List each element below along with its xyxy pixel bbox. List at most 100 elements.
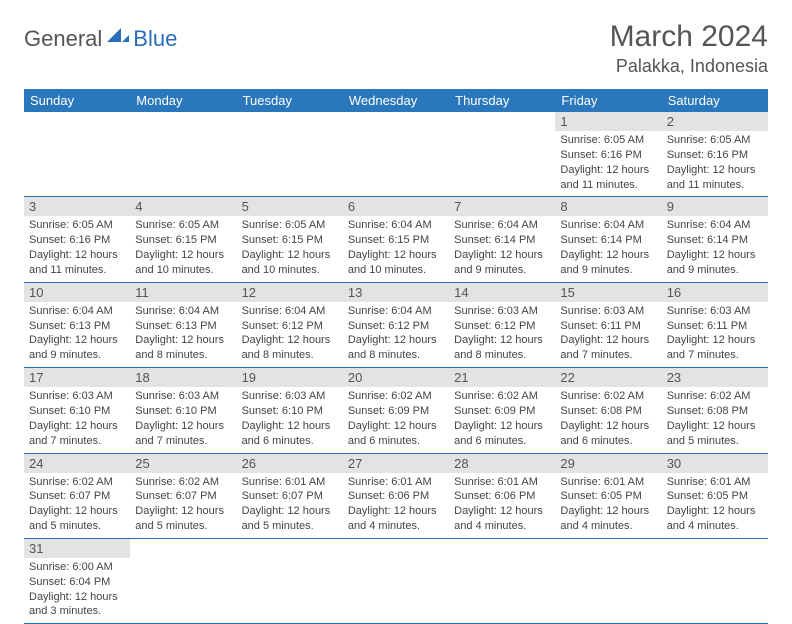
empty-cell	[662, 538, 768, 623]
day-number: 8	[555, 197, 661, 216]
day-cell-8: 8Sunrise: 6:04 AMSunset: 6:14 PMDaylight…	[555, 197, 661, 282]
day-number: 29	[555, 454, 661, 473]
day-number: 24	[24, 454, 130, 473]
empty-cell	[449, 112, 555, 197]
header: General Blue March 2024 Palakka, Indones…	[24, 20, 768, 77]
day-info: Sunrise: 6:03 AMSunset: 6:11 PMDaylight:…	[662, 302, 768, 367]
day-number: 20	[343, 368, 449, 387]
day-info: Sunrise: 6:04 AMSunset: 6:12 PMDaylight:…	[237, 302, 343, 367]
day-number: 13	[343, 283, 449, 302]
empty-cell	[555, 538, 661, 623]
weekday-tuesday: Tuesday	[237, 89, 343, 112]
day-cell-21: 21Sunrise: 6:02 AMSunset: 6:09 PMDayligh…	[449, 368, 555, 453]
day-number: 14	[449, 283, 555, 302]
weekday-header-row: SundayMondayTuesdayWednesdayThursdayFrid…	[24, 89, 768, 112]
day-number: 28	[449, 454, 555, 473]
day-cell-20: 20Sunrise: 6:02 AMSunset: 6:09 PMDayligh…	[343, 368, 449, 453]
day-info: Sunrise: 6:04 AMSunset: 6:14 PMDaylight:…	[662, 216, 768, 281]
day-number: 7	[449, 197, 555, 216]
day-number: 11	[130, 283, 236, 302]
day-cell-11: 11Sunrise: 6:04 AMSunset: 6:13 PMDayligh…	[130, 282, 236, 367]
day-number: 17	[24, 368, 130, 387]
day-info: Sunrise: 6:04 AMSunset: 6:15 PMDaylight:…	[343, 216, 449, 281]
calendar-body: 1Sunrise: 6:05 AMSunset: 6:16 PMDaylight…	[24, 112, 768, 624]
calendar-row: 3Sunrise: 6:05 AMSunset: 6:16 PMDaylight…	[24, 197, 768, 282]
day-info: Sunrise: 6:02 AMSunset: 6:08 PMDaylight:…	[555, 387, 661, 452]
day-info: Sunrise: 6:04 AMSunset: 6:12 PMDaylight:…	[343, 302, 449, 367]
empty-cell	[237, 538, 343, 623]
day-cell-28: 28Sunrise: 6:01 AMSunset: 6:06 PMDayligh…	[449, 453, 555, 538]
day-cell-1: 1Sunrise: 6:05 AMSunset: 6:16 PMDaylight…	[555, 112, 661, 197]
day-cell-27: 27Sunrise: 6:01 AMSunset: 6:06 PMDayligh…	[343, 453, 449, 538]
day-info: Sunrise: 6:05 AMSunset: 6:15 PMDaylight:…	[237, 216, 343, 281]
weekday-monday: Monday	[130, 89, 236, 112]
day-cell-3: 3Sunrise: 6:05 AMSunset: 6:16 PMDaylight…	[24, 197, 130, 282]
empty-cell	[449, 538, 555, 623]
day-info: Sunrise: 6:01 AMSunset: 6:06 PMDaylight:…	[449, 473, 555, 538]
empty-cell	[24, 112, 130, 197]
day-number: 3	[24, 197, 130, 216]
calendar-row: 10Sunrise: 6:04 AMSunset: 6:13 PMDayligh…	[24, 282, 768, 367]
day-number: 9	[662, 197, 768, 216]
day-cell-7: 7Sunrise: 6:04 AMSunset: 6:14 PMDaylight…	[449, 197, 555, 282]
day-number: 31	[24, 539, 130, 558]
location: Palakka, Indonesia	[610, 56, 768, 77]
day-info: Sunrise: 6:03 AMSunset: 6:12 PMDaylight:…	[449, 302, 555, 367]
title-block: March 2024 Palakka, Indonesia	[610, 20, 768, 77]
day-cell-4: 4Sunrise: 6:05 AMSunset: 6:15 PMDaylight…	[130, 197, 236, 282]
day-info: Sunrise: 6:04 AMSunset: 6:14 PMDaylight:…	[555, 216, 661, 281]
day-info: Sunrise: 6:02 AMSunset: 6:09 PMDaylight:…	[449, 387, 555, 452]
weekday-thursday: Thursday	[449, 89, 555, 112]
weekday-saturday: Saturday	[662, 89, 768, 112]
empty-cell	[130, 538, 236, 623]
empty-cell	[343, 538, 449, 623]
day-cell-6: 6Sunrise: 6:04 AMSunset: 6:15 PMDaylight…	[343, 197, 449, 282]
day-number: 27	[343, 454, 449, 473]
day-cell-31: 31Sunrise: 6:00 AMSunset: 6:04 PMDayligh…	[24, 538, 130, 623]
day-number: 18	[130, 368, 236, 387]
day-cell-9: 9Sunrise: 6:04 AMSunset: 6:14 PMDaylight…	[662, 197, 768, 282]
day-cell-23: 23Sunrise: 6:02 AMSunset: 6:08 PMDayligh…	[662, 368, 768, 453]
day-info: Sunrise: 6:01 AMSunset: 6:05 PMDaylight:…	[555, 473, 661, 538]
calendar-row: 17 Sunrise: 6:03 AMSunset: 6:10 PMDayligh…	[24, 368, 768, 453]
month-title: March 2024	[610, 20, 768, 54]
calendar-row: 1Sunrise: 6:05 AMSunset: 6:16 PMDaylight…	[24, 112, 768, 197]
calendar-row: 31Sunrise: 6:00 AMSunset: 6:04 PMDayligh…	[24, 538, 768, 623]
day-number: 4	[130, 197, 236, 216]
day-cell-15: 15Sunrise: 6:03 AMSunset: 6:11 PMDayligh…	[555, 282, 661, 367]
day-number: 15	[555, 283, 661, 302]
logo: General Blue	[24, 26, 177, 52]
day-info: Sunrise: 6:05 AMSunset: 6:16 PMDaylight:…	[24, 216, 130, 281]
day-cell-29: 29Sunrise: 6:01 AMSunset: 6:05 PMDayligh…	[555, 453, 661, 538]
day-info: Sunrise: 6:00 AMSunset: 6:04 PMDaylight:…	[24, 558, 130, 623]
weekday-wednesday: Wednesday	[343, 89, 449, 112]
day-info: Sunrise: 6:05 AMSunset: 6:16 PMDaylight:…	[662, 131, 768, 196]
day-cell-26: 26Sunrise: 6:01 AMSunset: 6:07 PMDayligh…	[237, 453, 343, 538]
day-number: 5	[237, 197, 343, 216]
day-cell-24: 24Sunrise: 6:02 AMSunset: 6:07 PMDayligh…	[24, 453, 130, 538]
calendar-row: 24Sunrise: 6:02 AMSunset: 6:07 PMDayligh…	[24, 453, 768, 538]
day-info: Sunrise: 6:03 AMSunset: 6:10 PMDaylight:…	[237, 387, 343, 452]
empty-cell	[237, 112, 343, 197]
day-cell-17: 17Sunrise: 6:03 AMSunset: 6:10 PMDayligh…	[24, 368, 130, 453]
day-number: 10	[24, 283, 130, 302]
day-cell-13: 13Sunrise: 6:04 AMSunset: 6:12 PMDayligh…	[343, 282, 449, 367]
day-info: Sunrise: 6:01 AMSunset: 6:07 PMDaylight:…	[237, 473, 343, 538]
day-info: Sunrise: 6:04 AMSunset: 6:13 PMDaylight:…	[130, 302, 236, 367]
day-cell-19: 19Sunrise: 6:03 AMSunset: 6:10 PMDayligh…	[237, 368, 343, 453]
day-info: Sunrise: 6:02 AMSunset: 6:07 PMDaylight:…	[130, 473, 236, 538]
day-cell-14: 14Sunrise: 6:03 AMSunset: 6:12 PMDayligh…	[449, 282, 555, 367]
logo-text-general: General	[24, 26, 102, 52]
day-number: 30	[662, 454, 768, 473]
empty-cell	[343, 112, 449, 197]
day-number: 23	[662, 368, 768, 387]
day-cell-25: 25Sunrise: 6:02 AMSunset: 6:07 PMDayligh…	[130, 453, 236, 538]
day-number: 19	[237, 368, 343, 387]
day-cell-18: 18Sunrise: 6:03 AMSunset: 6:10 PMDayligh…	[130, 368, 236, 453]
day-cell-2: 2Sunrise: 6:05 AMSunset: 6:16 PMDaylight…	[662, 112, 768, 197]
day-number: 22	[555, 368, 661, 387]
day-info: Sunrise: 6:03 AMSunset: 6:11 PMDaylight:…	[555, 302, 661, 367]
day-cell-5: 5Sunrise: 6:05 AMSunset: 6:15 PMDaylight…	[237, 197, 343, 282]
day-info: Sunrise: 6:01 AMSunset: 6:05 PMDaylight:…	[662, 473, 768, 538]
day-number: 16	[662, 283, 768, 302]
